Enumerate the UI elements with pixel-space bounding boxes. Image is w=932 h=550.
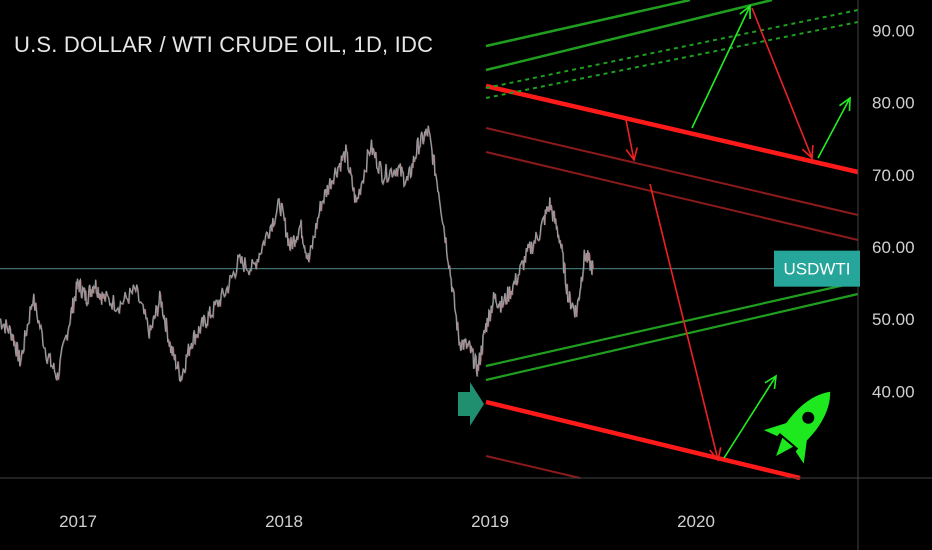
green-arrow-1-head xyxy=(739,4,751,20)
x-tick-label: 2020 xyxy=(677,512,715,531)
red-arrow-3-head xyxy=(709,447,722,462)
rocket-fin-left xyxy=(763,422,789,437)
rocket-icon xyxy=(763,391,831,464)
y-tick-label: 70.00 xyxy=(872,166,915,185)
rocket-window xyxy=(802,411,815,424)
x-tick-label: 2019 xyxy=(471,512,509,531)
dark-red-channel-2 xyxy=(485,151,859,241)
x-tick-label: 2018 xyxy=(265,512,303,531)
price-series xyxy=(0,125,595,383)
y-tick-label: 60.00 xyxy=(872,238,915,257)
green-arrow-1-shaft xyxy=(691,5,751,129)
chart-title: U.S. DOLLAR / WTI CRUDE OIL, 1D, IDC xyxy=(14,32,434,57)
green-arrow-2 xyxy=(817,96,851,159)
symbol-tag-bg xyxy=(774,250,860,287)
dark-red-channel-3 xyxy=(485,455,581,479)
red-arrow-3-shaft xyxy=(649,183,719,461)
green-arrow-1 xyxy=(691,4,751,129)
red-arrow-3 xyxy=(649,183,722,462)
y-tick-label: 50.00 xyxy=(872,310,915,329)
red-arrow-1-head xyxy=(801,144,814,160)
green-channel-top-2 xyxy=(485,0,773,72)
red-arrow-2-shaft xyxy=(625,119,635,161)
y-tick-label: 40.00 xyxy=(872,382,915,401)
symbol-tag-label: USDWTI xyxy=(783,260,850,279)
price-line xyxy=(0,125,594,383)
green-arrow-3-head xyxy=(764,374,777,390)
right-pointer-arrow-icon xyxy=(458,382,484,426)
green-dotted-1 xyxy=(485,9,859,89)
red-arrow-1 xyxy=(751,7,814,160)
green-channel-low-2 xyxy=(485,292,859,382)
rocket-flame xyxy=(776,437,794,457)
dark-red-channel-1 xyxy=(485,127,859,216)
green-channel-low-1 xyxy=(485,280,859,368)
green-arrow-2-head xyxy=(839,96,851,112)
red-arrow-2 xyxy=(625,119,639,162)
drawings-layer xyxy=(458,0,859,481)
green-arrow-3 xyxy=(723,374,777,459)
y-tick-label: 80.00 xyxy=(872,94,915,113)
symbol-tag[interactable]: USDWTI xyxy=(774,250,860,287)
red-channel-lower xyxy=(485,399,801,481)
y-tick-label: 90.00 xyxy=(872,21,915,40)
red-arrow-2-head xyxy=(625,147,639,162)
green-arrow-2-shaft xyxy=(817,97,851,159)
green-channel-top-1 xyxy=(485,0,691,48)
price-line-candles xyxy=(0,126,595,383)
red-channel-upper xyxy=(485,83,859,175)
red-arrow-1-shaft xyxy=(751,7,813,159)
rocket-fin-right xyxy=(795,437,808,464)
x-tick-label: 2017 xyxy=(59,512,97,531)
green-arrow-3-shaft xyxy=(723,375,777,459)
